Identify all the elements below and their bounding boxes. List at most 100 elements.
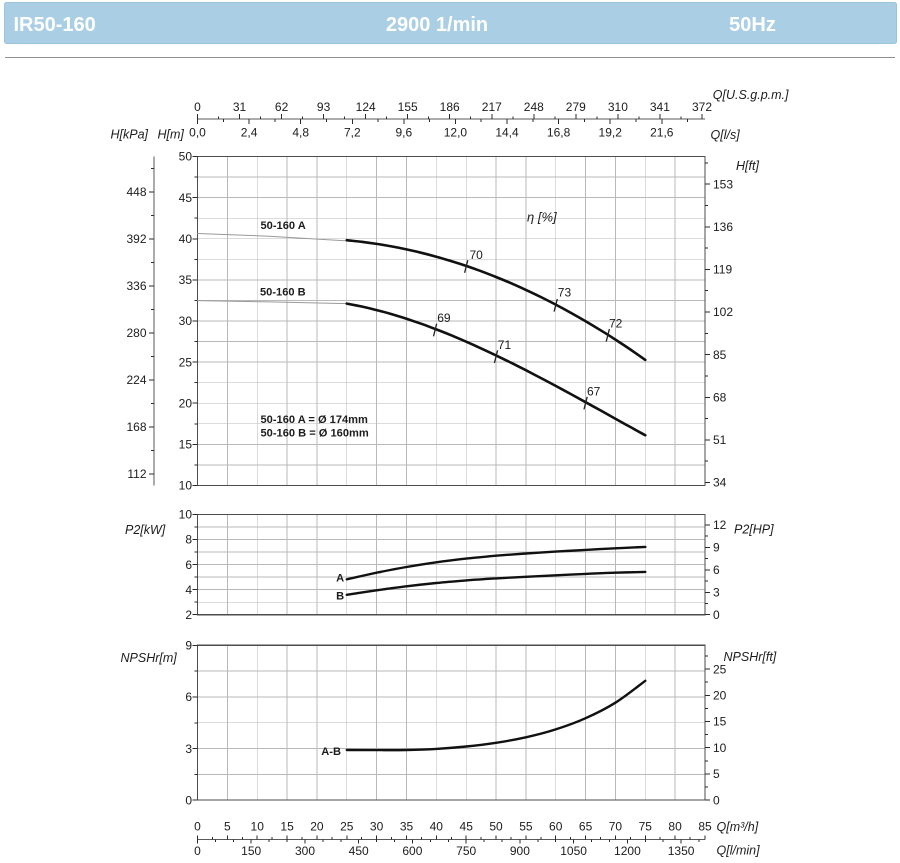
svg-text:0: 0 [185,793,192,807]
svg-text:NPSHr[m]: NPSHr[m] [121,651,178,665]
svg-text:85: 85 [698,819,712,833]
svg-text:93: 93 [317,100,331,114]
svg-text:η [%]: η [%] [527,210,557,225]
svg-text:102: 102 [713,305,733,319]
svg-text:112: 112 [127,467,146,481]
svg-text:448: 448 [126,185,146,199]
svg-text:119: 119 [713,263,732,277]
svg-text:20: 20 [179,396,193,410]
svg-text:30: 30 [179,314,193,328]
svg-text:153: 153 [713,177,733,191]
svg-text:6: 6 [185,690,192,704]
svg-text:10: 10 [179,479,193,493]
svg-text:12: 12 [713,518,727,532]
svg-text:Q[l/s]: Q[l/s] [711,128,741,142]
svg-text:1200: 1200 [614,844,641,858]
svg-text:50-160 A: 50-160 A [261,220,306,232]
svg-text:H[ft]: H[ft] [736,159,759,173]
svg-text:168: 168 [126,420,146,434]
svg-text:15: 15 [713,715,727,729]
svg-text:P2[HP]: P2[HP] [734,523,774,537]
svg-text:35: 35 [400,819,414,833]
svg-text:50: 50 [179,150,193,164]
svg-text:0: 0 [194,844,201,858]
svg-text:50Hz: 50Hz [729,14,776,36]
svg-text:H[kPa]: H[kPa] [111,127,149,141]
svg-text:73: 73 [558,286,572,300]
svg-text:Q[m³/h]: Q[m³/h] [717,820,759,834]
svg-text:19,2: 19,2 [599,126,623,140]
svg-text:31: 31 [233,100,247,114]
svg-text:136: 136 [713,220,733,234]
svg-text:3: 3 [185,742,192,756]
svg-text:2,4: 2,4 [241,126,258,140]
svg-text:50: 50 [489,819,503,833]
svg-text:217: 217 [482,100,502,114]
svg-text:25: 25 [179,355,193,369]
svg-text:4,8: 4,8 [292,126,309,140]
svg-text:248: 248 [524,100,544,114]
svg-text:30: 30 [370,819,384,833]
svg-text:0: 0 [194,819,201,833]
svg-text:5: 5 [224,819,231,833]
svg-text:6: 6 [713,563,720,577]
svg-text:A-B: A-B [321,746,341,758]
svg-text:5: 5 [713,767,720,781]
svg-text:70: 70 [470,248,484,262]
svg-text:8: 8 [185,533,192,547]
svg-text:16,8: 16,8 [547,126,571,140]
svg-text:67: 67 [587,384,601,398]
svg-text:75: 75 [639,819,653,833]
svg-text:51: 51 [713,433,727,447]
svg-text:50-160 B: 50-160 B [260,286,306,298]
svg-text:224: 224 [126,373,146,387]
svg-text:450: 450 [349,844,369,858]
svg-text:1050: 1050 [560,844,587,858]
svg-text:20: 20 [713,689,727,703]
svg-text:2900 1/min: 2900 1/min [386,14,488,36]
svg-text:34: 34 [713,476,727,490]
svg-text:85: 85 [713,348,727,362]
svg-text:4: 4 [185,583,192,597]
svg-text:Q[l/min]: Q[l/min] [717,844,761,858]
svg-text:0: 0 [194,100,201,114]
svg-text:35: 35 [179,273,193,287]
svg-text:600: 600 [402,844,422,858]
svg-text:300: 300 [295,844,315,858]
svg-text:80: 80 [668,819,682,833]
svg-text:10: 10 [251,819,265,833]
svg-text:186: 186 [440,100,460,114]
svg-text:21,6: 21,6 [650,126,674,140]
svg-text:40: 40 [430,819,444,833]
svg-text:62: 62 [275,100,289,114]
svg-text:A: A [336,573,344,585]
svg-text:15: 15 [179,438,193,452]
svg-text:45: 45 [460,819,474,833]
svg-text:70: 70 [609,819,623,833]
svg-text:0,0: 0,0 [189,126,206,140]
svg-text:40: 40 [179,232,193,246]
svg-text:65: 65 [579,819,593,833]
svg-text:14,4: 14,4 [495,126,519,140]
svg-text:124: 124 [356,100,376,114]
svg-text:12,0: 12,0 [444,126,468,140]
svg-text:72: 72 [609,317,623,331]
svg-text:280: 280 [126,326,146,340]
svg-text:9: 9 [713,541,720,555]
svg-text:310: 310 [608,100,628,114]
svg-text:372: 372 [692,100,712,114]
svg-text:25: 25 [340,819,354,833]
svg-text:71: 71 [498,338,512,352]
svg-text:155: 155 [398,100,418,114]
svg-text:150: 150 [241,844,261,858]
svg-text:68: 68 [713,391,727,405]
svg-text:69: 69 [437,311,451,325]
svg-text:NPSHr[ft]: NPSHr[ft] [724,650,777,664]
svg-text:P2[kW]: P2[kW] [125,523,166,537]
svg-text:50-160 A = Ø 174mm: 50-160 A = Ø 174mm [261,414,369,426]
svg-text:0: 0 [713,793,720,807]
svg-text:IR50-160: IR50-160 [14,14,96,36]
svg-text:279: 279 [566,100,586,114]
svg-text:H[m]: H[m] [158,127,185,141]
svg-text:341: 341 [650,100,670,114]
